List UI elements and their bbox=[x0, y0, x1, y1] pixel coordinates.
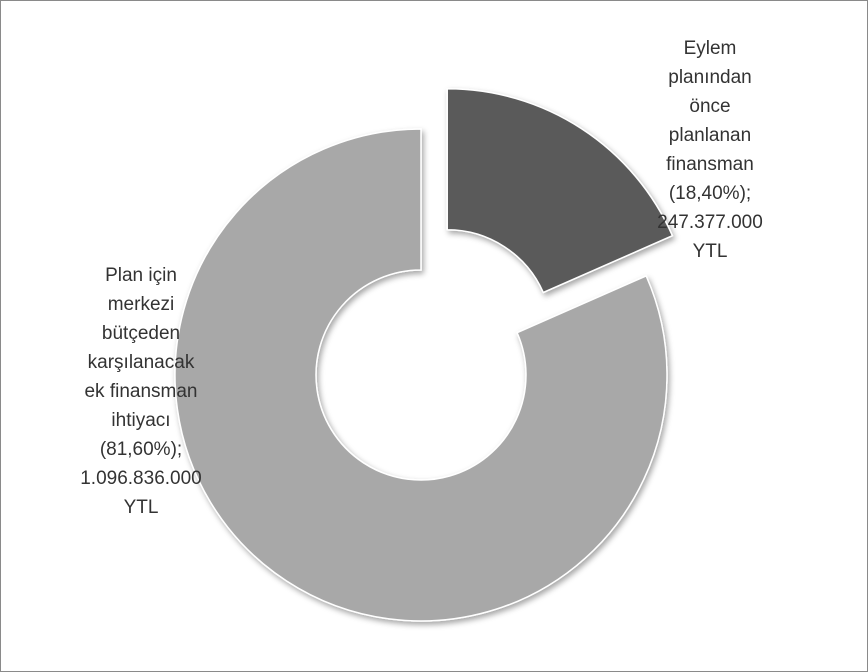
category-label: Plan için merkezi bütçeden karşılanacak … bbox=[84, 265, 198, 431]
donut-slice bbox=[174, 128, 668, 622]
value-label: (18,40%); bbox=[668, 183, 752, 204]
amount-label: 247.377.000 YTL bbox=[657, 212, 763, 262]
donut-slice bbox=[446, 88, 674, 294]
data-label: Plan için merkezi bütçeden karşılanacak … bbox=[77, 261, 205, 522]
value-label: (81,60%); bbox=[99, 439, 183, 460]
category-label: Eylem planından önce planlanan finansman bbox=[666, 38, 754, 175]
data-label: Eylem planından önce planlanan finansman… bbox=[651, 34, 769, 266]
amount-label: 1.096.836.000 YTL bbox=[80, 468, 202, 518]
